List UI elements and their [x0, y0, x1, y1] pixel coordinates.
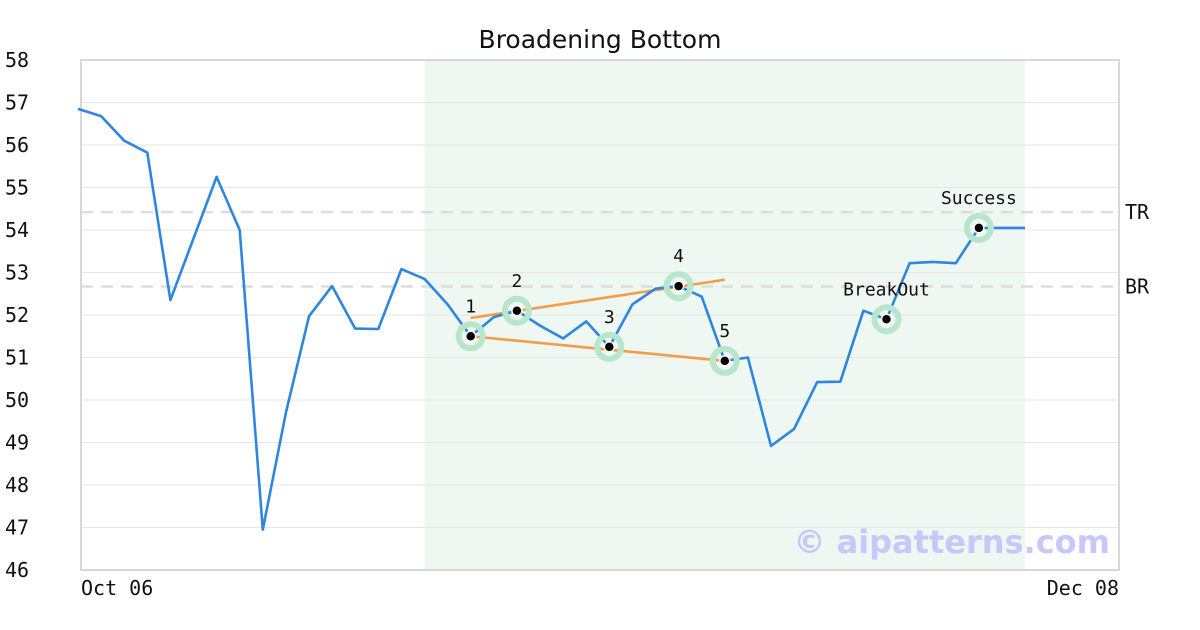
level-lines: TR BR — [81, 200, 1150, 299]
marker-halo — [871, 304, 902, 335]
y-tick-label: 53 — [5, 261, 29, 285]
marker-halo — [963, 212, 994, 243]
y-tick-label: 55 — [5, 176, 29, 200]
marker-halo — [594, 331, 625, 362]
y-tick-label: 46 — [5, 558, 29, 582]
marker-label: 4 — [673, 246, 684, 267]
marker-halo — [663, 271, 694, 302]
y-tick-label: 58 — [5, 48, 29, 72]
y-tick-label: 56 — [5, 133, 29, 157]
x-tick-end: Dec 08 — [1047, 576, 1119, 600]
marker-point — [880, 313, 893, 325]
level-label-br: BR — [1125, 275, 1150, 299]
marker-halo — [455, 321, 486, 352]
x-tick-start: Oct 06 — [81, 576, 153, 600]
price-line — [77, 107, 1026, 531]
marker-point — [464, 330, 477, 342]
y-tick-label: 57 — [5, 91, 29, 115]
y-tick-label: 54 — [5, 218, 29, 242]
marker-label: 2 — [511, 271, 522, 292]
marker-label: BreakOut — [843, 279, 930, 300]
y-tick-label: 47 — [5, 516, 29, 540]
y-axis-ticks: 46 47 48 49 50 51 52 53 54 55 56 57 58 — [5, 48, 29, 582]
marker-point — [603, 341, 616, 353]
marker-point — [973, 222, 985, 234]
chart-title: Broadening Bottom — [479, 25, 722, 54]
y-tick-label: 50 — [5, 388, 29, 412]
grid-lines — [81, 59, 1119, 571]
pattern-markers: 1 2 3 4 5 BreakOut Success — [455, 188, 1017, 376]
y-tick-label: 48 — [5, 473, 29, 497]
marker-halo — [501, 295, 532, 326]
marker-point — [719, 355, 731, 367]
marker-label: 1 — [465, 296, 476, 317]
y-tick-label: 52 — [5, 303, 29, 327]
marker-label: 5 — [719, 321, 730, 342]
plot-frame — [80, 59, 1120, 571]
watermark: © aipatterns.com — [793, 523, 1110, 561]
marker-point — [672, 280, 685, 292]
y-tick-label: 51 — [5, 346, 29, 370]
marker-point — [511, 305, 523, 317]
level-label-tr: TR — [1125, 200, 1150, 224]
marker-label: 3 — [604, 307, 615, 328]
marker-label: Success — [941, 188, 1017, 209]
y-tick-label: 49 — [5, 431, 29, 455]
marker-halo — [709, 345, 740, 376]
